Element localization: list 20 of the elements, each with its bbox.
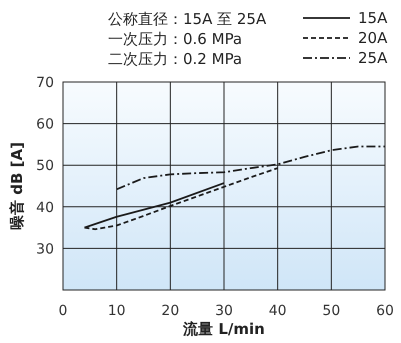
x-tick-label: 30 bbox=[215, 303, 233, 319]
legend-label: 15A bbox=[358, 9, 388, 27]
y-tick-label: 30 bbox=[36, 241, 54, 258]
text: 二次压力：0.2 MPa bbox=[108, 50, 242, 68]
text: 公称直径：15A 至 25A bbox=[108, 10, 267, 28]
y-tick-label: 70 bbox=[36, 75, 54, 91]
x-tick-label: 10 bbox=[108, 303, 126, 319]
legend-label: 25A bbox=[358, 49, 388, 67]
x-tick-label: 20 bbox=[161, 303, 180, 319]
y-tick-label: 60 bbox=[36, 116, 54, 133]
x-tick-label: 40 bbox=[268, 303, 287, 319]
x-tick-label: 50 bbox=[322, 303, 340, 319]
x-tick-label: 0 bbox=[58, 303, 68, 319]
y-axis-title: 噪音 dB [A] bbox=[8, 142, 26, 230]
y-tick-label: 40 bbox=[36, 200, 54, 216]
x-tick-label: 60 bbox=[376, 303, 394, 319]
y-tick-label: 50 bbox=[36, 158, 54, 174]
legend-label: 20A bbox=[358, 29, 388, 47]
text: 一次压力：0.6 MPa bbox=[108, 30, 242, 48]
x-axis-title: 流量 L/min bbox=[182, 320, 265, 338]
